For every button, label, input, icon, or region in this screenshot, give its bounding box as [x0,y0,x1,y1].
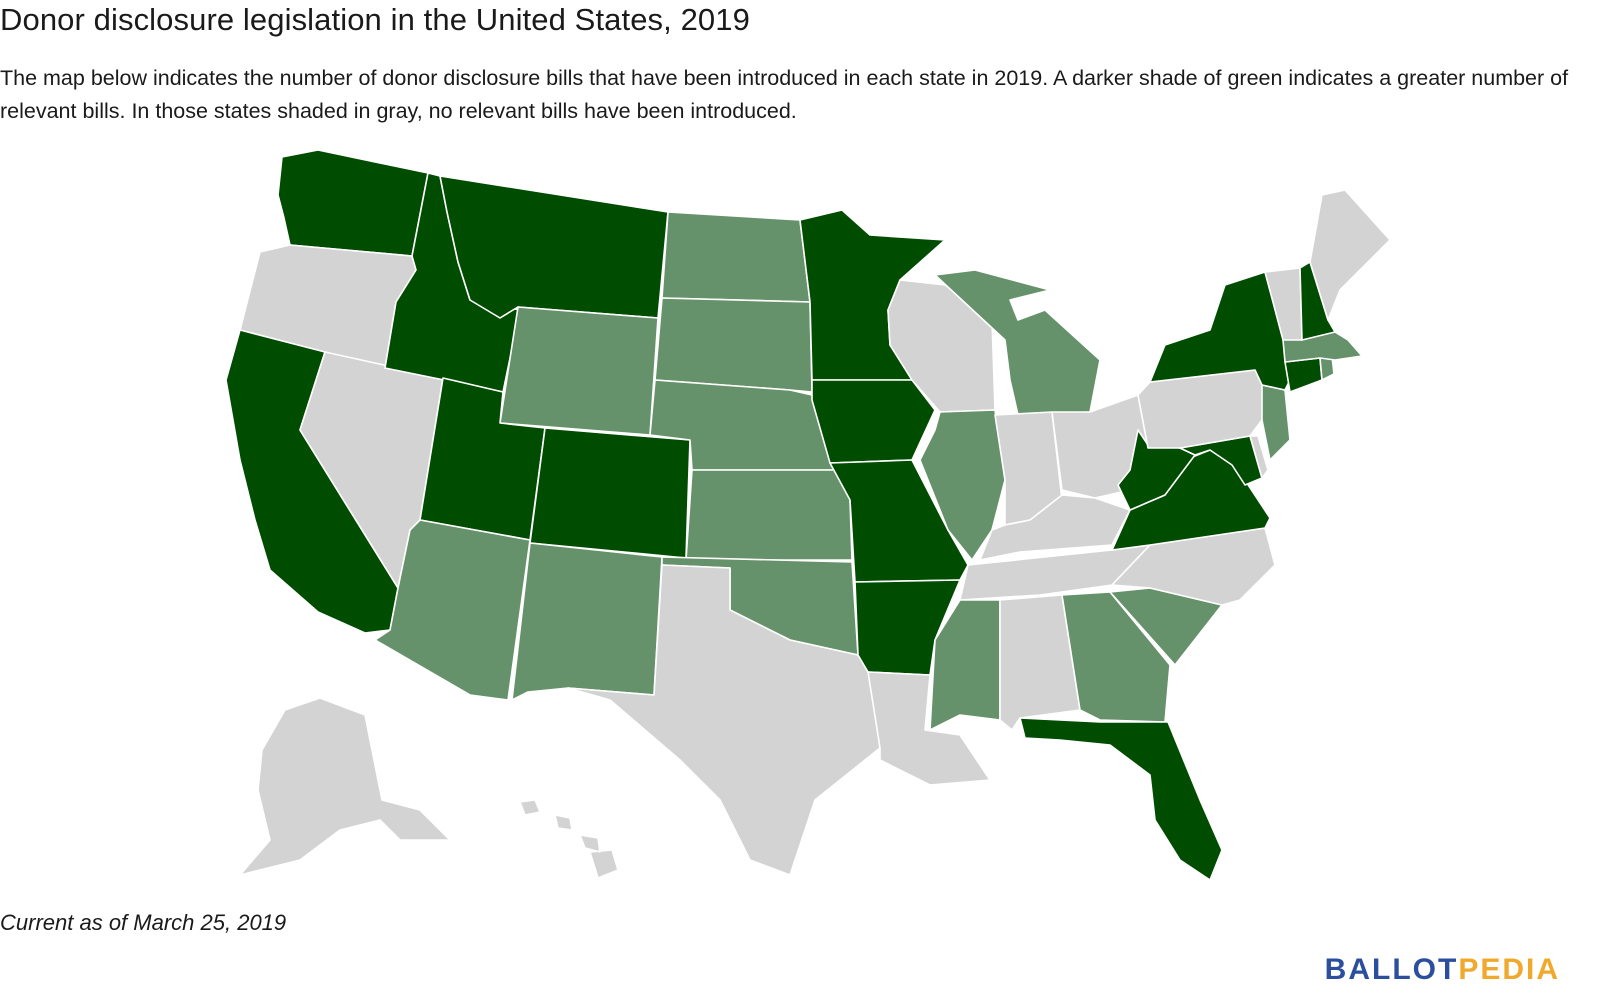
state-az[interactable] [374,519,531,701]
currency-note: Current as of March 25, 2019 [0,910,287,935]
state-nh[interactable] [1299,261,1336,341]
logo-part-ballot: BALLOT [1324,953,1459,986]
logo-part-pedia: PEDIA [1458,953,1560,986]
state-nm[interactable] [511,542,663,701]
map-subtitle: The map below indicates the number of do… [0,66,1569,123]
state-nj[interactable] [1261,384,1291,461]
state-ak[interactable] [239,697,451,876]
state-mt[interactable] [439,175,669,319]
state-nd[interactable] [661,211,811,303]
state-ct[interactable] [1284,357,1323,393]
map-title: Donor disclosure legislation in the Unit… [0,2,750,37]
state-tx[interactable] [567,564,881,876]
state-wy[interactable] [499,306,659,436]
ballotpedia-logo[interactable]: BALLOTPEDIA [1325,953,1560,987]
state-ks[interactable] [685,469,853,561]
state-me[interactable] [1309,189,1391,321]
state-la[interactable] [867,671,991,786]
state-co[interactable] [529,427,691,559]
state-mi[interactable] [934,269,1101,416]
state-mo[interactable] [829,459,969,583]
state-ky[interactable] [979,494,1131,561]
state-sd[interactable] [654,297,813,393]
state-de[interactable] [1249,435,1269,479]
state-ia[interactable] [811,379,936,464]
state-fl[interactable] [1019,717,1223,881]
state-hi[interactable] [519,799,619,879]
state-wa[interactable] [277,149,429,257]
